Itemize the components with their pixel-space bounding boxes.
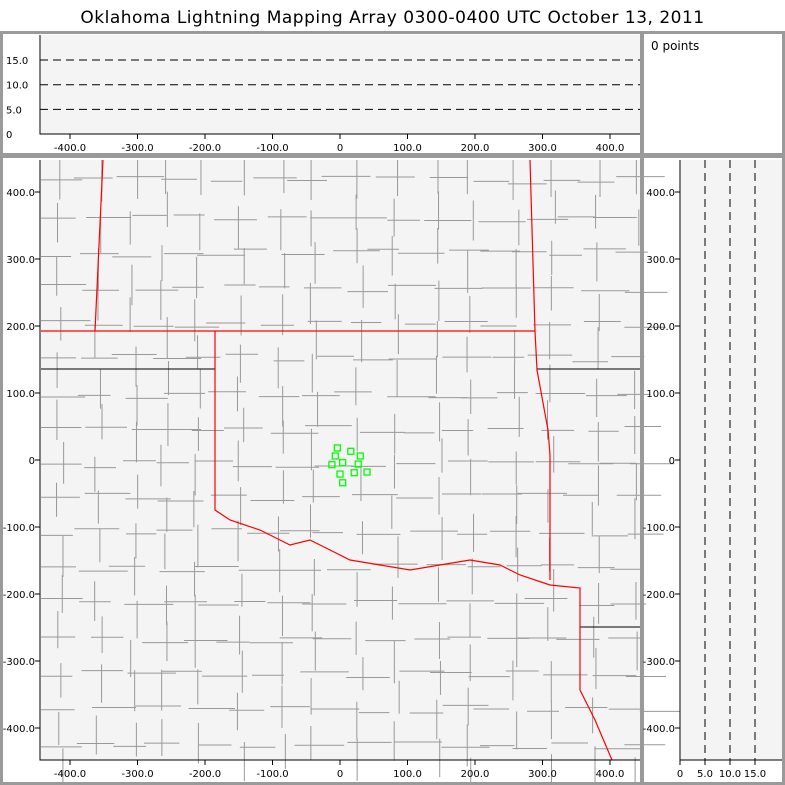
county-line bbox=[277, 160, 286, 769]
county-line bbox=[56, 160, 65, 785]
county-line bbox=[41, 248, 648, 258]
x-tick-label: -200.0 bbox=[189, 769, 221, 780]
altitude-tick-label: 10.0 bbox=[6, 81, 28, 92]
lightning-source-marker bbox=[331, 452, 339, 460]
y-tick-label: 200.0 bbox=[6, 322, 35, 333]
top-x-tick-label: 200.0 bbox=[461, 143, 490, 154]
county-line bbox=[41, 391, 651, 399]
county-line bbox=[41, 492, 662, 502]
y-tick-label: -300.0 bbox=[3, 657, 35, 668]
county-line bbox=[41, 175, 665, 185]
county-line bbox=[546, 160, 556, 785]
lightning-source-marker bbox=[339, 459, 347, 467]
county-line bbox=[41, 704, 680, 714]
points-count-box: 0 points bbox=[644, 34, 782, 153]
top-x-tick-label: -100.0 bbox=[256, 143, 288, 154]
county-line bbox=[309, 160, 319, 760]
x-tick-label: -100.0 bbox=[256, 769, 288, 780]
altitude-tick-label: 15.0 bbox=[6, 56, 28, 67]
x-tick-label: 400.0 bbox=[596, 769, 625, 780]
lightning-source-marker bbox=[339, 479, 347, 487]
y-tick-label: 100.0 bbox=[6, 389, 35, 400]
right-y-tick-label: 300.0 bbox=[646, 255, 675, 266]
y-tick-label: 0 bbox=[29, 456, 35, 467]
county-line bbox=[435, 160, 443, 778]
altitude-tick-label: 0 bbox=[6, 130, 12, 141]
plan-axes bbox=[39, 160, 640, 761]
alt-tick-label: 10.0 bbox=[719, 769, 741, 780]
alt-tick-label: 5.0 bbox=[697, 769, 713, 780]
top-x-tick-label: -300.0 bbox=[121, 143, 153, 154]
county-line bbox=[41, 283, 668, 293]
lightning-source-marker bbox=[336, 470, 344, 478]
county-line bbox=[41, 320, 666, 328]
points-count: 0 points bbox=[651, 39, 700, 53]
right-y-tick-label: 0 bbox=[669, 456, 675, 467]
county-line bbox=[160, 160, 169, 757]
alt-tick-label: 0 bbox=[677, 769, 683, 780]
county-line bbox=[193, 160, 202, 764]
x-tick-label: -300.0 bbox=[121, 769, 153, 780]
plot-title: Oklahoma Lightning Mapping Array 0300-04… bbox=[0, 0, 785, 31]
lightning-source-marker bbox=[328, 461, 336, 469]
lightning-source-marker bbox=[354, 460, 362, 468]
top-x-tick-label: -200.0 bbox=[189, 143, 221, 154]
x-tick-label: 100.0 bbox=[393, 769, 422, 780]
top-x-tick-label: 100.0 bbox=[393, 143, 422, 154]
lightning-source-marker bbox=[347, 447, 355, 455]
y-tick-label: -200.0 bbox=[3, 590, 35, 601]
lightning-source-marker bbox=[363, 468, 371, 476]
county-line bbox=[466, 160, 475, 785]
county-line bbox=[41, 563, 644, 573]
lightning-source-marker bbox=[356, 452, 364, 460]
county-line bbox=[41, 528, 664, 537]
x-tick-label: -400.0 bbox=[54, 769, 86, 780]
alt-tick-label: 15.0 bbox=[744, 769, 766, 780]
county-line bbox=[236, 160, 245, 782]
right-y-tick-label: 100.0 bbox=[646, 389, 675, 400]
right-y-tick-label: -300.0 bbox=[643, 657, 675, 668]
county-line bbox=[634, 160, 643, 785]
county-line bbox=[512, 160, 520, 750]
lightning-source-marker bbox=[350, 469, 358, 477]
state-border-red bbox=[41, 159, 613, 761]
right-y-tick-label: -200.0 bbox=[643, 590, 675, 601]
county-line bbox=[129, 160, 139, 757]
altitude-tick-label: 5.0 bbox=[6, 105, 22, 116]
state-border bbox=[41, 368, 640, 628]
top-axes bbox=[39, 35, 640, 135]
county-line bbox=[41, 670, 666, 678]
y-tick-label: -100.0 bbox=[3, 523, 35, 534]
county-line bbox=[41, 214, 637, 223]
right-y-tick-label: -100.0 bbox=[643, 523, 675, 534]
county-line bbox=[391, 160, 400, 761]
right-y-tick-label: -400.0 bbox=[643, 724, 675, 735]
county-line bbox=[355, 160, 364, 781]
county-borders bbox=[41, 160, 680, 785]
x-tick-label: 300.0 bbox=[528, 769, 557, 780]
x-tick-label: 200.0 bbox=[461, 769, 490, 780]
right-y-tick-label: 400.0 bbox=[646, 188, 675, 199]
top-x-tick-label: 300.0 bbox=[528, 143, 557, 154]
y-tick-label: -400.0 bbox=[3, 724, 35, 735]
altitude-y-plot-area bbox=[681, 160, 782, 760]
top-x-tick-label: 400.0 bbox=[596, 143, 625, 154]
y-tick-label: 300.0 bbox=[6, 255, 35, 266]
top-x-tick-label: 0 bbox=[337, 143, 343, 154]
x-tick-label: 0 bbox=[337, 769, 343, 780]
y-tick-label: 400.0 bbox=[6, 188, 35, 199]
right-y-tick-label: 200.0 bbox=[646, 322, 675, 333]
right-axes bbox=[679, 160, 782, 761]
top-x-tick-label: -400.0 bbox=[54, 143, 86, 154]
county-line bbox=[41, 460, 675, 469]
lightning-source-marker bbox=[333, 444, 341, 452]
